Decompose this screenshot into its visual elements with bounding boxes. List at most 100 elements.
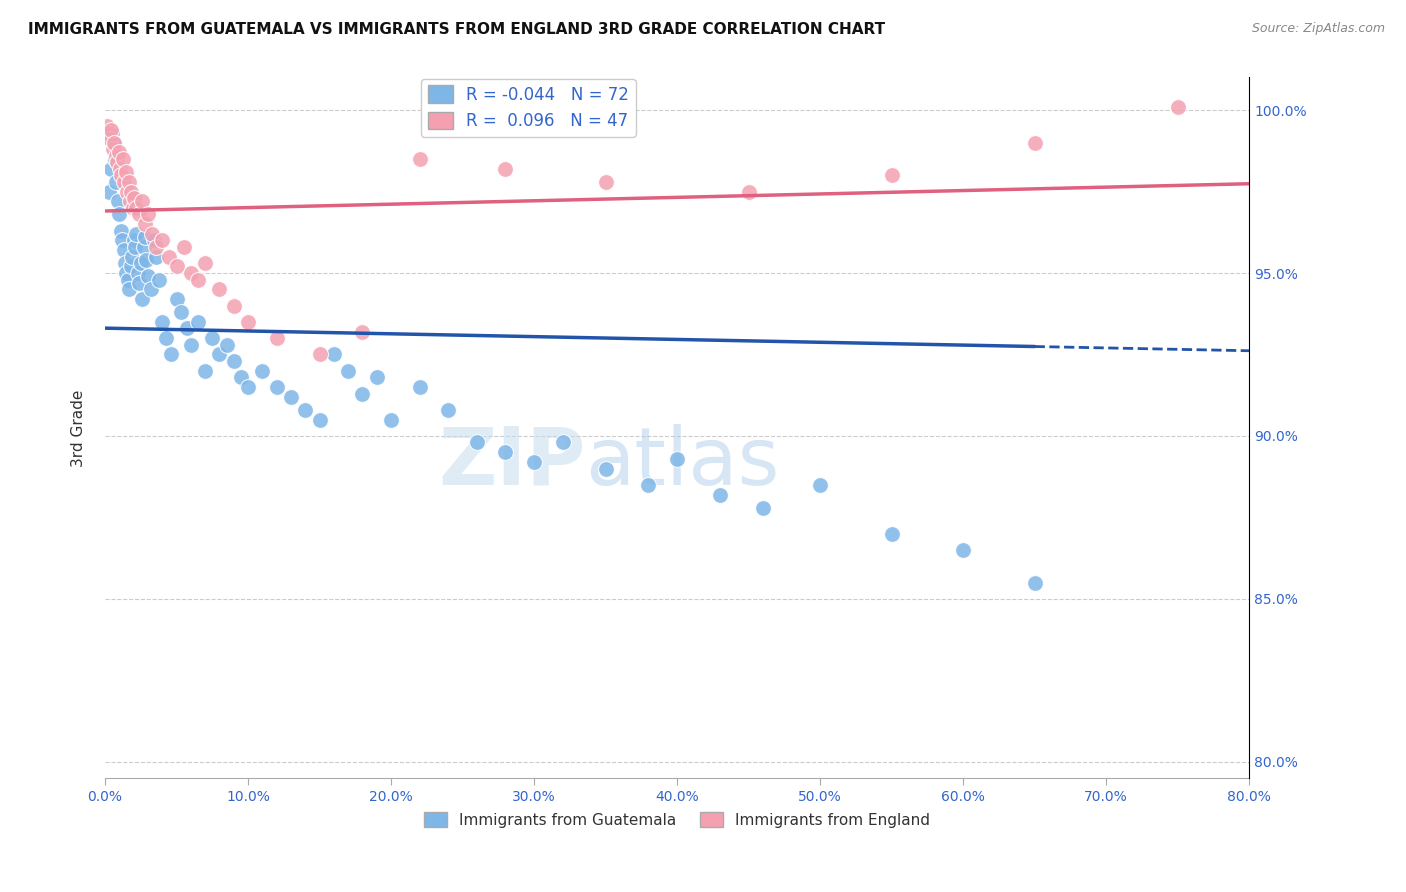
Point [105,175,128,189]
Point [222,299,245,313]
Point [155,331,177,345]
Point [595,175,617,189]
Point [111,152,134,166]
Point [101,142,124,156]
Point [322,347,344,361]
Point [132,240,155,254]
Point [266,380,288,394]
Point [1167,100,1189,114]
Point [194,256,217,270]
Point [120,185,142,199]
Point [125,227,148,241]
Point [114,165,136,179]
Point [108,161,131,176]
Point [127,266,149,280]
Point [107,145,129,160]
Point [103,136,125,150]
Point [117,175,139,189]
Point [880,526,903,541]
Point [737,185,759,199]
Y-axis label: 3rd Grade: 3rd Grade [72,389,86,467]
Point [135,252,157,267]
Point [145,240,167,254]
Point [125,201,148,215]
Point [159,347,181,361]
Point [129,256,152,270]
Point [141,227,163,241]
Point [112,175,135,189]
Point [880,168,903,182]
Point [139,282,162,296]
Point [637,478,659,492]
Point [150,315,173,329]
Point [104,149,127,163]
Legend: Immigrants from Guatemala, Immigrants from England: Immigrants from Guatemala, Immigrants fr… [418,805,936,834]
Point [98,185,121,199]
Point [266,331,288,345]
Point [366,370,388,384]
Point [98,132,121,146]
Point [308,347,330,361]
Point [112,243,135,257]
Point [380,412,402,426]
Point [134,217,156,231]
Point [222,354,245,368]
Point [337,364,360,378]
Point [111,234,134,248]
Point [136,207,159,221]
Point [180,337,202,351]
Point [117,272,139,286]
Point [108,207,131,221]
Point [131,194,153,209]
Point [166,260,188,274]
Point [176,321,198,335]
Point [148,272,170,286]
Point [104,152,127,166]
Point [709,488,731,502]
Point [114,256,136,270]
Point [136,269,159,284]
Text: Source: ZipAtlas.com: Source: ZipAtlas.com [1251,22,1385,36]
Point [107,194,129,209]
Point [1024,575,1046,590]
Point [115,185,138,199]
Point [166,292,188,306]
Point [294,403,316,417]
Point [150,234,173,248]
Point [115,266,138,280]
Point [122,234,145,248]
Point [208,282,231,296]
Point [236,380,259,394]
Point [595,461,617,475]
Point [122,201,145,215]
Point [952,543,974,558]
Point [523,455,546,469]
Point [118,282,141,296]
Point [352,386,374,401]
Point [101,126,124,140]
Point [100,122,122,136]
Point [173,240,195,254]
Point [752,500,775,515]
Point [408,380,430,394]
Point [352,325,374,339]
Text: ZIP: ZIP [439,424,585,502]
Point [120,260,142,274]
Point [142,234,165,248]
Point [124,240,146,254]
Point [194,364,217,378]
Point [103,136,125,150]
Point [666,451,689,466]
Text: IMMIGRANTS FROM GUATEMALA VS IMMIGRANTS FROM ENGLAND 3RD GRADE CORRELATION CHART: IMMIGRANTS FROM GUATEMALA VS IMMIGRANTS … [28,22,886,37]
Point [229,370,252,384]
Point [110,224,132,238]
Point [145,250,167,264]
Point [97,126,120,140]
Point [110,168,132,182]
Point [494,445,516,459]
Point [96,120,118,134]
Point [170,305,193,319]
Point [551,435,574,450]
Point [131,292,153,306]
Point [118,194,141,209]
